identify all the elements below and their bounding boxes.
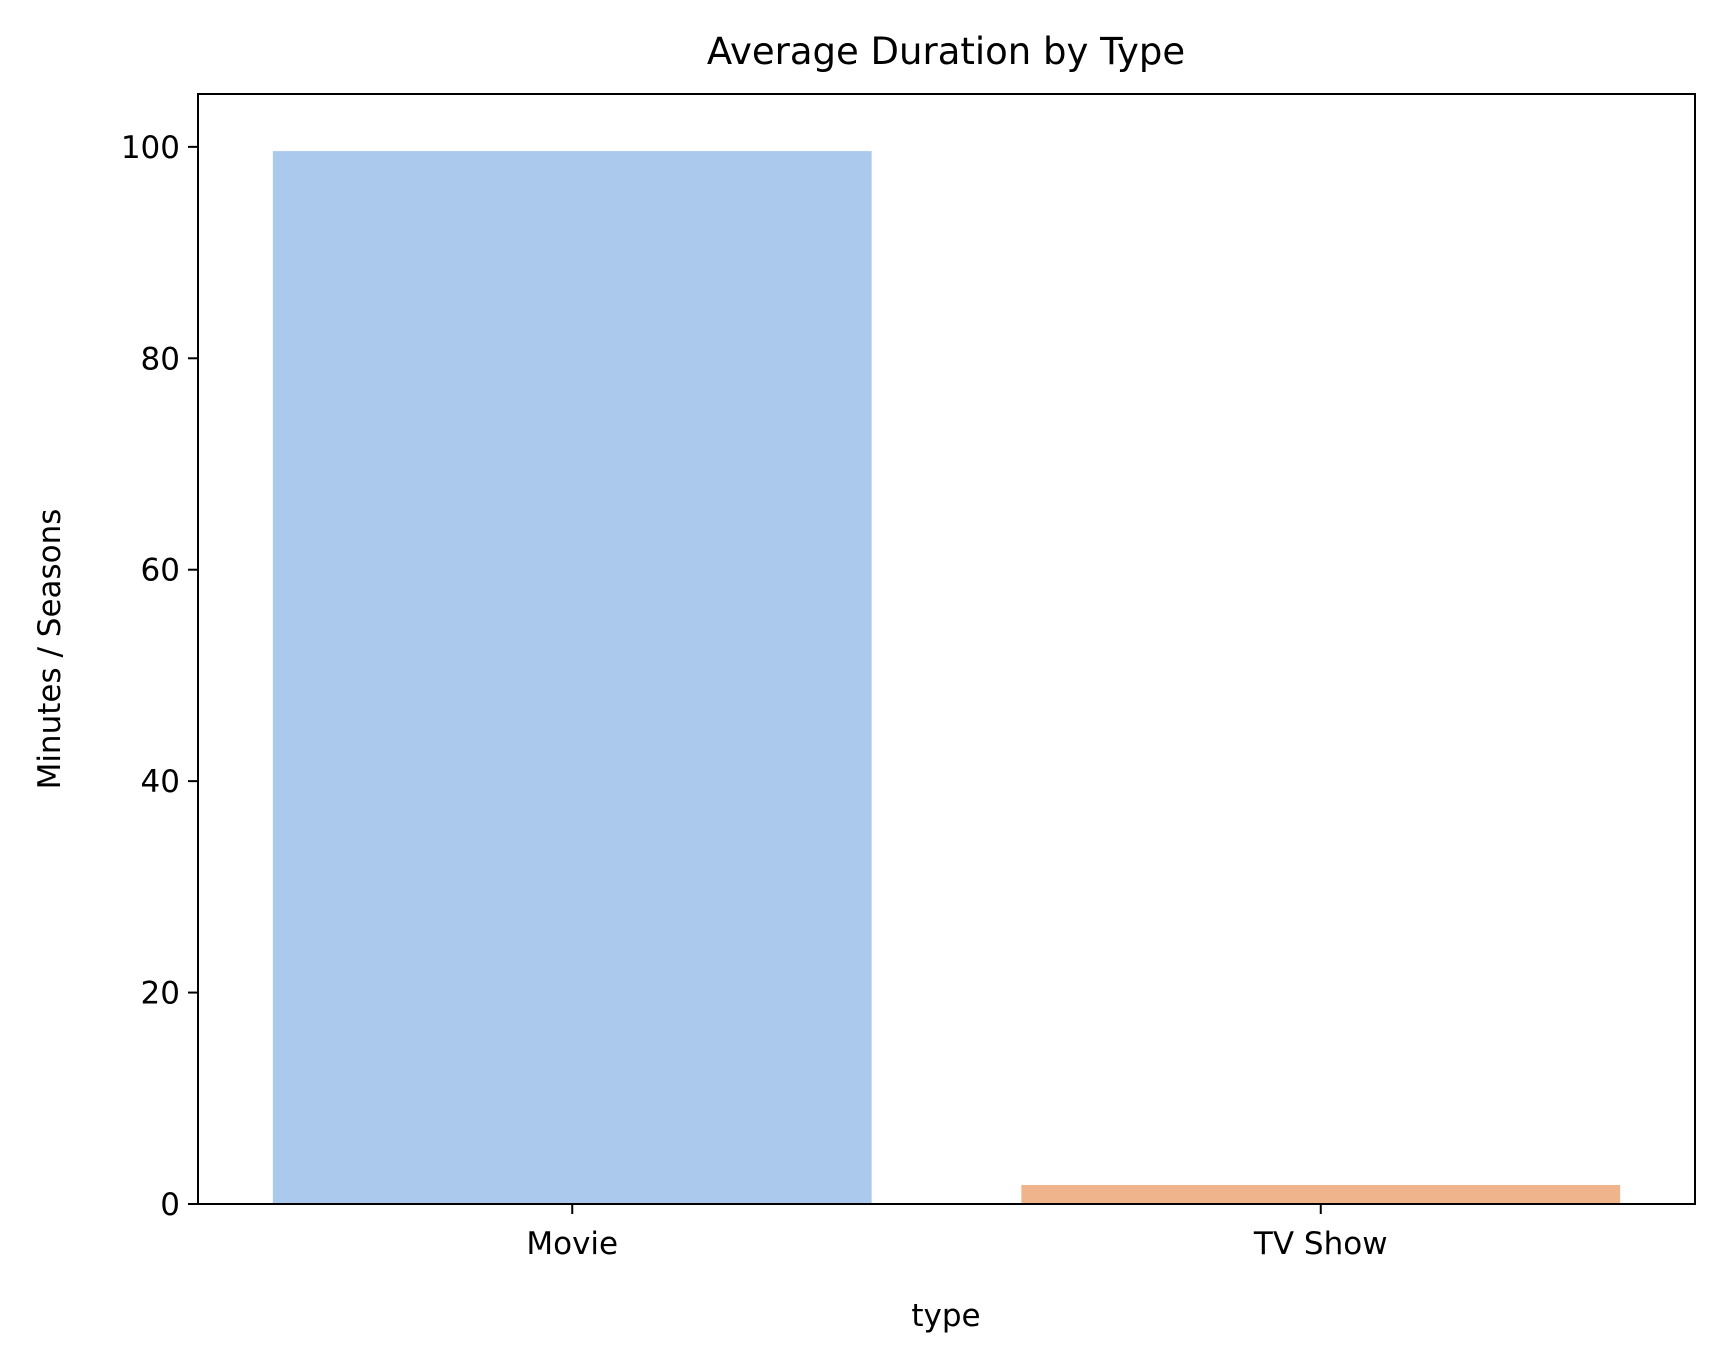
y-tick-label: 40 (141, 764, 180, 800)
y-axis: 0 20 40 60 80 100 (121, 130, 198, 1223)
y-tick-label: 60 (141, 553, 180, 589)
x-tick-label: Movie (526, 1226, 618, 1262)
bar-movie (272, 151, 872, 1205)
y-tick-label: 100 (121, 130, 180, 166)
x-axis-label: type (911, 1298, 980, 1334)
plot-frame (197, 93, 1696, 1205)
y-axis-label: Minutes / Seasons (32, 509, 68, 790)
chart-title: Average Duration by Type (707, 30, 1185, 73)
y-tick-label: 80 (141, 341, 180, 377)
y-tick-label: 0 (160, 1187, 180, 1223)
bar-tv-show (1021, 1184, 1621, 1204)
x-axis: Movie TV Show (526, 1204, 1388, 1262)
x-tick-label: TV Show (1253, 1226, 1388, 1262)
bars-layer (272, 151, 1621, 1205)
y-tick-label: 20 (141, 976, 180, 1012)
